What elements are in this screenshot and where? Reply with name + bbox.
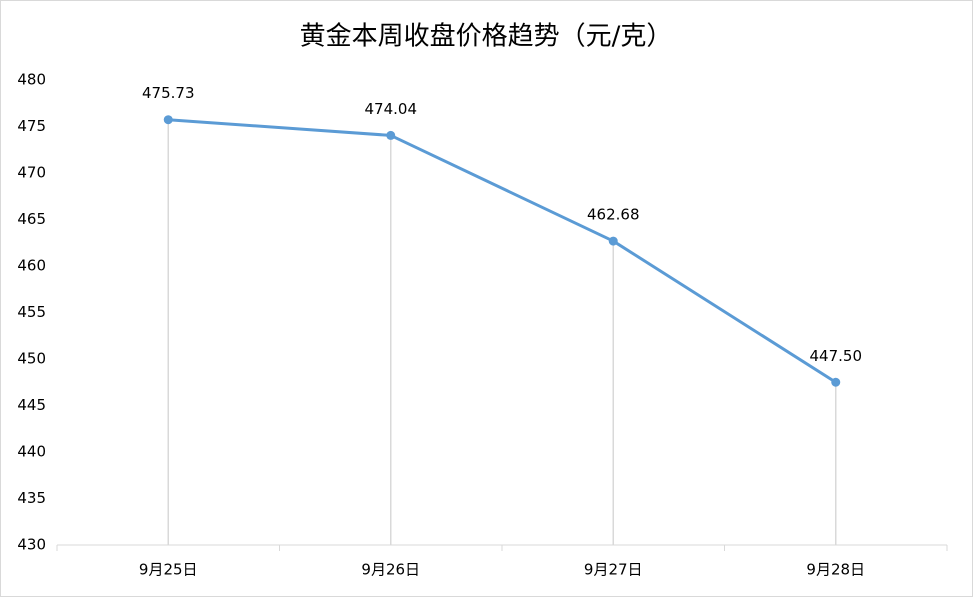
data-point — [831, 377, 841, 387]
y-tick-label: 475 — [17, 117, 46, 135]
x-tick-label: 9月28日 — [806, 561, 865, 579]
data-label: 462.68 — [587, 206, 640, 224]
x-tick-label: 9月26日 — [361, 561, 420, 579]
x-tick-label: 9月27日 — [584, 561, 643, 579]
y-tick-label: 445 — [17, 396, 46, 414]
data-point — [386, 130, 396, 140]
y-tick-label: 465 — [17, 210, 46, 228]
y-tick-label: 435 — [17, 489, 46, 507]
y-tick-label: 480 — [17, 71, 46, 89]
y-tick-label: 450 — [17, 350, 46, 368]
y-tick-label: 430 — [17, 536, 46, 554]
data-label: 474.04 — [365, 100, 418, 118]
y-tick-label: 470 — [17, 164, 46, 182]
data-point — [163, 115, 173, 125]
y-tick-label: 460 — [17, 257, 46, 275]
data-point — [608, 236, 618, 246]
data-label: 447.50 — [810, 347, 863, 365]
series-line — [168, 118, 837, 384]
y-tick-label: 455 — [17, 303, 46, 321]
y-tick-label: 440 — [17, 443, 46, 461]
chart-title: 黄金本周收盘价格趋势（元/克） — [300, 22, 673, 52]
x-tick-label: 9月25日 — [139, 561, 198, 579]
data-label: 475.73 — [142, 84, 195, 102]
